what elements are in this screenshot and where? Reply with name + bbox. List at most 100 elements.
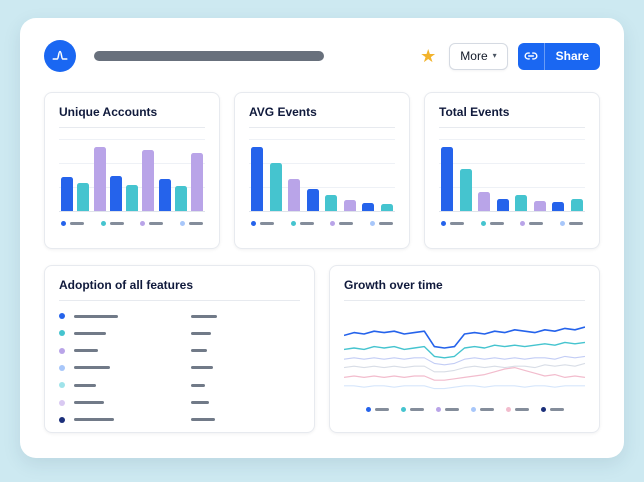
unique-accounts-bar-chart xyxy=(59,138,205,212)
legend-dot xyxy=(369,221,375,226)
bar xyxy=(496,198,509,211)
legend-dot xyxy=(179,221,185,226)
feature-value-placeholder xyxy=(191,331,211,335)
bar xyxy=(533,200,546,211)
card-divider xyxy=(439,127,585,128)
favorite-star-icon[interactable]: ★ xyxy=(420,46,437,66)
bar xyxy=(552,202,565,211)
share-button[interactable]: Share xyxy=(517,42,600,70)
legend-dot xyxy=(435,407,441,412)
link-icon[interactable] xyxy=(518,42,545,70)
feature-dot xyxy=(59,382,65,389)
legend-dot xyxy=(520,221,526,226)
bar xyxy=(325,194,338,211)
legend-label-placeholder xyxy=(409,408,424,411)
bar xyxy=(77,183,90,211)
feature-label-placeholder xyxy=(74,331,106,335)
growth-line-chart xyxy=(344,313,585,397)
series-3-line xyxy=(344,356,585,364)
feature-dot xyxy=(59,347,65,354)
card-divider xyxy=(59,127,205,128)
unique-accounts-legend xyxy=(59,221,205,226)
feature-value-placeholder xyxy=(191,349,207,353)
legend-label-placeholder xyxy=(260,222,274,225)
card-divider xyxy=(344,300,585,301)
dashboard-title-placeholder xyxy=(94,51,324,61)
card-divider xyxy=(59,300,300,301)
legend-label-placeholder xyxy=(70,222,84,225)
bar xyxy=(306,189,319,211)
feature-dot xyxy=(59,313,65,319)
bar xyxy=(93,146,106,211)
legend-item xyxy=(140,221,164,226)
feature-dot xyxy=(59,399,65,406)
legend-item xyxy=(290,221,314,226)
legend-item xyxy=(540,407,564,412)
legend-item xyxy=(480,221,504,226)
feature-value-placeholder xyxy=(191,383,205,387)
feature-label-placeholder xyxy=(74,401,104,405)
legend-item xyxy=(559,221,583,226)
legend-item xyxy=(100,221,124,226)
feature-value-placeholder xyxy=(191,418,215,422)
series-1-line xyxy=(344,327,585,348)
feature-label-placeholder xyxy=(74,366,110,370)
adoption-card: Adoption of all features xyxy=(44,265,315,433)
legend-dot xyxy=(330,221,336,226)
bar xyxy=(478,192,491,211)
legend-item xyxy=(251,221,274,226)
legend-label-placeholder xyxy=(299,222,314,225)
series-6-line xyxy=(344,386,585,389)
feature-label-placeholder xyxy=(74,383,96,387)
legend-dot xyxy=(441,221,446,226)
bar xyxy=(174,186,187,211)
bar xyxy=(109,175,122,211)
unique-accounts-card: Unique Accounts xyxy=(44,92,220,249)
bar xyxy=(191,152,203,211)
legend-label-placeholder xyxy=(378,222,393,225)
bar xyxy=(441,146,453,211)
legend-dot xyxy=(365,407,371,412)
feature-row xyxy=(59,330,300,337)
feature-label-placeholder xyxy=(74,418,114,422)
feature-row xyxy=(59,382,300,389)
feature-label-cell xyxy=(59,416,191,423)
more-button[interactable]: More ▾ xyxy=(449,42,508,70)
growth-title: Growth over time xyxy=(344,278,443,292)
series-2-line xyxy=(344,342,585,357)
adoption-feature-list xyxy=(59,313,300,423)
bar xyxy=(570,199,583,211)
legend-dot xyxy=(505,407,511,412)
amplitude-wave-icon xyxy=(52,50,68,60)
feature-dot xyxy=(59,416,65,423)
legend-label-placeholder xyxy=(529,222,544,225)
legend-dot xyxy=(251,221,256,226)
legend-label-placeholder xyxy=(149,222,164,225)
feature-dot xyxy=(59,330,65,337)
legend-item xyxy=(441,221,464,226)
feature-value-placeholder xyxy=(191,366,213,370)
adoption-title: Adoption of all features xyxy=(59,278,194,292)
feature-row xyxy=(59,364,300,371)
legend-label-placeholder xyxy=(109,222,124,225)
avg-events-title: AVG Events xyxy=(249,105,317,119)
feature-value-placeholder xyxy=(191,401,209,405)
bar xyxy=(343,200,356,211)
amplitude-logo xyxy=(44,40,76,72)
legend-item xyxy=(369,221,393,226)
series-4-line xyxy=(344,363,585,371)
legend-item xyxy=(520,221,544,226)
feature-value-placeholder xyxy=(191,314,217,318)
total-events-title: Total Events xyxy=(439,105,510,119)
legend-label-placeholder xyxy=(444,408,459,411)
bar xyxy=(459,168,472,211)
avg-events-legend xyxy=(249,221,395,226)
legend-item xyxy=(470,407,494,412)
legend-item xyxy=(505,407,529,412)
chevron-down-icon: ▾ xyxy=(492,51,497,60)
legend-label-placeholder xyxy=(374,408,389,411)
legend-dot xyxy=(400,407,406,412)
more-button-label: More xyxy=(460,49,488,63)
feature-label-cell xyxy=(59,399,191,406)
bar xyxy=(158,178,171,211)
